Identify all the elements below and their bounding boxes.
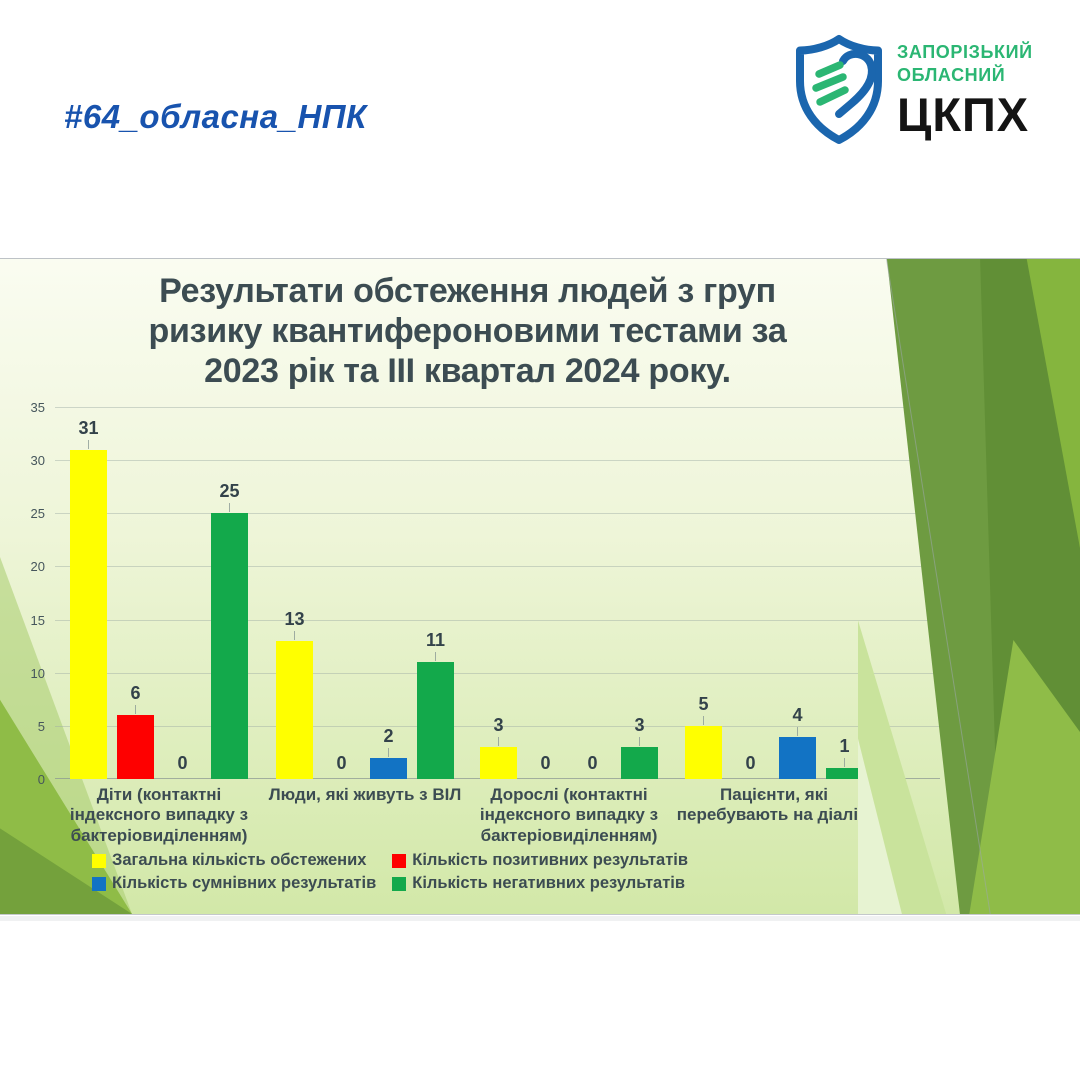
bar-value-label: 0 [587,753,598,773]
legend-label: Кількість негативних результатів [412,874,686,892]
bar [211,513,248,779]
slide-bottom-strip [0,916,1080,921]
bar-value-label: 3 [493,715,504,736]
bar-value-label: 0 [745,753,756,773]
bar-value-label: 25 [219,481,240,502]
chart-title-line2: ризику квантифероновими тестами за [148,312,787,351]
bar-value-label: 31 [78,417,99,438]
legend-item: Кількість негативних результатів [392,874,688,893]
legend-item: Загальна кількість обстежених [91,851,376,870]
y-tick-label: 10 [30,665,45,681]
bar-value-label: 4 [792,704,803,725]
bar [370,757,407,779]
legend-swatch [392,853,407,868]
gridline [55,513,940,515]
gridline [55,566,940,568]
category-label: Люди, які живуть з ВІЛ [268,785,462,804]
logo-region-line1: ЗАПОРІЗЬКИЙ [897,41,1033,62]
y-tick-label: 5 [37,718,45,734]
bar-value-label: 11 [425,630,446,651]
gridline [55,619,940,621]
y-tick-label: 0 [37,772,45,787]
y-tick-label: 20 [30,559,45,575]
bar-label-leader [388,747,389,757]
bar [685,725,722,779]
bar-label-leader [498,737,499,747]
legend-swatch [91,876,106,891]
bar [826,768,863,779]
background-facet-left [0,557,132,914]
bar [417,662,454,779]
bar-value-label: 2 [383,725,394,746]
chart-title-line1: Результати обстеження людей з груп [159,272,776,310]
logo-text: ЗАПОРІЗЬКИЙ ОБЛАСНИЙ ЦКПХ [897,41,1033,139]
bar-label-leader [294,630,295,640]
bar-chart: Результати обстеження людей з груп ризик… [0,259,1080,914]
plot-area: 0 5 10 15 20 25 30 35 31 6 0 25 Діти (контактні інде… [31,400,940,845]
bar-value-label: 0 [540,753,551,773]
bar-value-label: 1 [839,736,850,757]
bar-value-label: 5 [698,693,709,714]
logo-acronym: ЦКПХ [897,87,1030,141]
bar-label-leader [639,737,640,747]
bar [779,736,816,779]
category-label: Дорослі (контактні індексного випадку з … [479,785,659,845]
y-tick-label: 30 [30,453,45,469]
background-facet-right [858,259,1080,914]
bar-value-label: 0 [177,753,188,773]
org-logo: ЗАПОРІЗЬКИЙ ОБЛАСНИЙ ЦКПХ [791,30,1033,150]
bar-value-label: 13 [284,608,305,629]
y-tick-label: 15 [30,612,45,628]
bar [276,640,313,779]
logo-region-line2: ОБЛАСНИЙ [897,65,1006,86]
bar-label-leader [435,652,436,662]
hashtag-text: #64_обласна_НПК [64,98,367,135]
bar-value-label: 0 [336,753,347,773]
legend-item: Кількість позитивних результатів [392,851,688,870]
gridline [55,725,940,727]
legend-swatch [91,853,106,868]
y-tick-label: 25 [30,506,45,522]
slide: Результати обстеження людей з груп ризик… [0,258,1080,915]
category-label: Пацієнти, які перебувають на діалізі [676,785,872,825]
legend-label: Кількість сумнівних результатів [111,874,377,892]
bar-label-leader [703,715,704,725]
bar-value-label: 3 [634,715,645,736]
shield-heart-logo-icon [796,35,882,144]
bar-value-label: 6 [130,683,141,704]
gridline [55,672,940,674]
bar-label-leader [844,758,845,768]
bar-label-leader [135,705,136,715]
bar [621,747,658,779]
bar-label-leader [797,726,798,736]
chart-title-line3: 2023 рік та ІІІ квартал 2024 року. [204,352,731,391]
chart-legend: Загальна кількість обстежених Кількість п… [30,851,750,893]
gridline [55,407,940,408]
bar [117,715,154,779]
category-label: Діти (контактні індексного випадку з бак… [69,785,249,845]
legend-label: Кількість позитивних результатів [412,851,689,869]
legend-item: Кількість сумнівних результатів [91,874,377,893]
chart-title: Результати обстеження людей з груп ризик… [15,271,920,391]
y-tick-label: 35 [30,400,45,415]
legend-label: Загальна кількість обстежених [111,851,367,869]
gridline [55,460,940,462]
bar-label-leader [88,439,89,449]
bar [480,747,517,779]
legend-swatch [392,876,407,891]
bar [70,449,107,779]
bar-label-leader [229,503,230,513]
